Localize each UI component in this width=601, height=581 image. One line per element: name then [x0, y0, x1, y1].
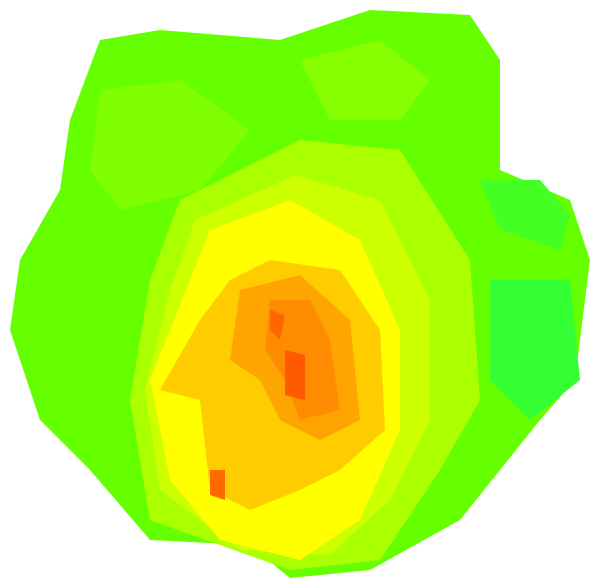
- light-green-band: [300, 40, 430, 120]
- bright-green-patch: [490, 280, 580, 420]
- red-spot: [285, 350, 305, 400]
- red-spot: [270, 310, 285, 340]
- red-spot: [210, 470, 225, 500]
- bright-green-patch: [480, 180, 570, 250]
- light-green-band: [90, 80, 250, 210]
